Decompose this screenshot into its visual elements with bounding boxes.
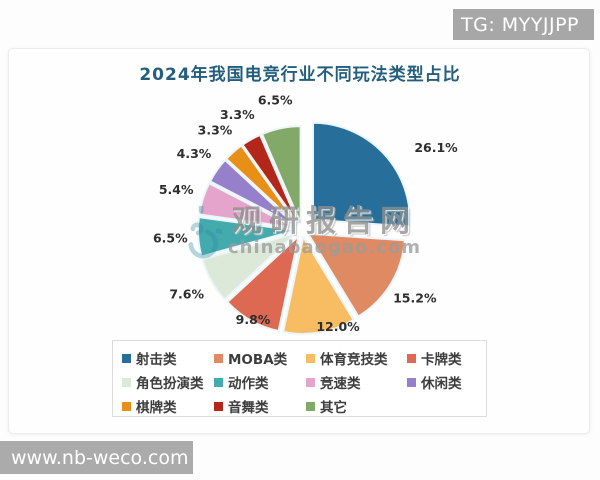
legend-label: 竞速类: [320, 376, 361, 392]
legend-label: 动作类: [228, 376, 269, 392]
legend-label: 卡牌类: [421, 352, 462, 368]
legend-item-7: 休闲类: [407, 370, 487, 394]
legend-swatch-icon: [407, 377, 416, 387]
site-url-badge: www.nb-weco.com: [0, 441, 193, 474]
legend-label: 其它: [320, 400, 347, 416]
legend-item-0: 射击类: [122, 346, 214, 370]
legend-label: 角色扮演类: [136, 376, 204, 392]
legend-box: 射击类 MOBA类 体育竞技类 卡牌类角色扮演类 动作类 竞速类 休闲类棋牌类 音舞类 其它: [112, 340, 487, 417]
legend: 射击类 MOBA类 体育竞技类 卡牌类角色扮演类 动作类 竞速类 休闲类棋牌类 音舞类 其它: [113, 341, 486, 418]
legend-swatch-icon: [214, 353, 223, 363]
legend-item-5: 动作类: [214, 370, 306, 394]
legend-swatch-icon: [214, 401, 223, 411]
legend-swatch-icon: [122, 377, 131, 387]
legend-swatch-icon: [306, 353, 315, 363]
legend-label: 音舞类: [228, 400, 269, 416]
legend-item-8: 棋牌类: [122, 394, 214, 418]
legend-swatch-icon: [122, 353, 131, 363]
legend-item-3: 卡牌类: [407, 346, 487, 370]
legend-item-10: 其它: [306, 394, 407, 418]
legend-item-4: 角色扮演类: [122, 370, 214, 394]
tg-badge: TG: MYYJJPP: [453, 9, 594, 40]
legend-item-1: MOBA类: [214, 346, 306, 370]
legend-label: 体育竞技类: [320, 352, 388, 368]
legend-swatch-icon: [306, 377, 315, 387]
legend-swatch-icon: [407, 353, 416, 363]
legend-item-6: 竞速类: [306, 370, 407, 394]
legend-label: 射击类: [136, 352, 177, 368]
legend-item-2: 体育竞技类: [306, 346, 407, 370]
legend-label: 棋牌类: [136, 400, 177, 416]
chart-title: 2024年我国电竞行业不同玩法类型占比: [139, 65, 461, 85]
legend-item-9: 音舞类: [214, 394, 306, 418]
legend-swatch-icon: [214, 377, 223, 387]
legend-swatch-icon: [122, 401, 131, 411]
legend-label: MOBA类: [228, 352, 288, 368]
legend-label: 休闲类: [421, 376, 462, 392]
legend-swatch-icon: [306, 401, 315, 411]
